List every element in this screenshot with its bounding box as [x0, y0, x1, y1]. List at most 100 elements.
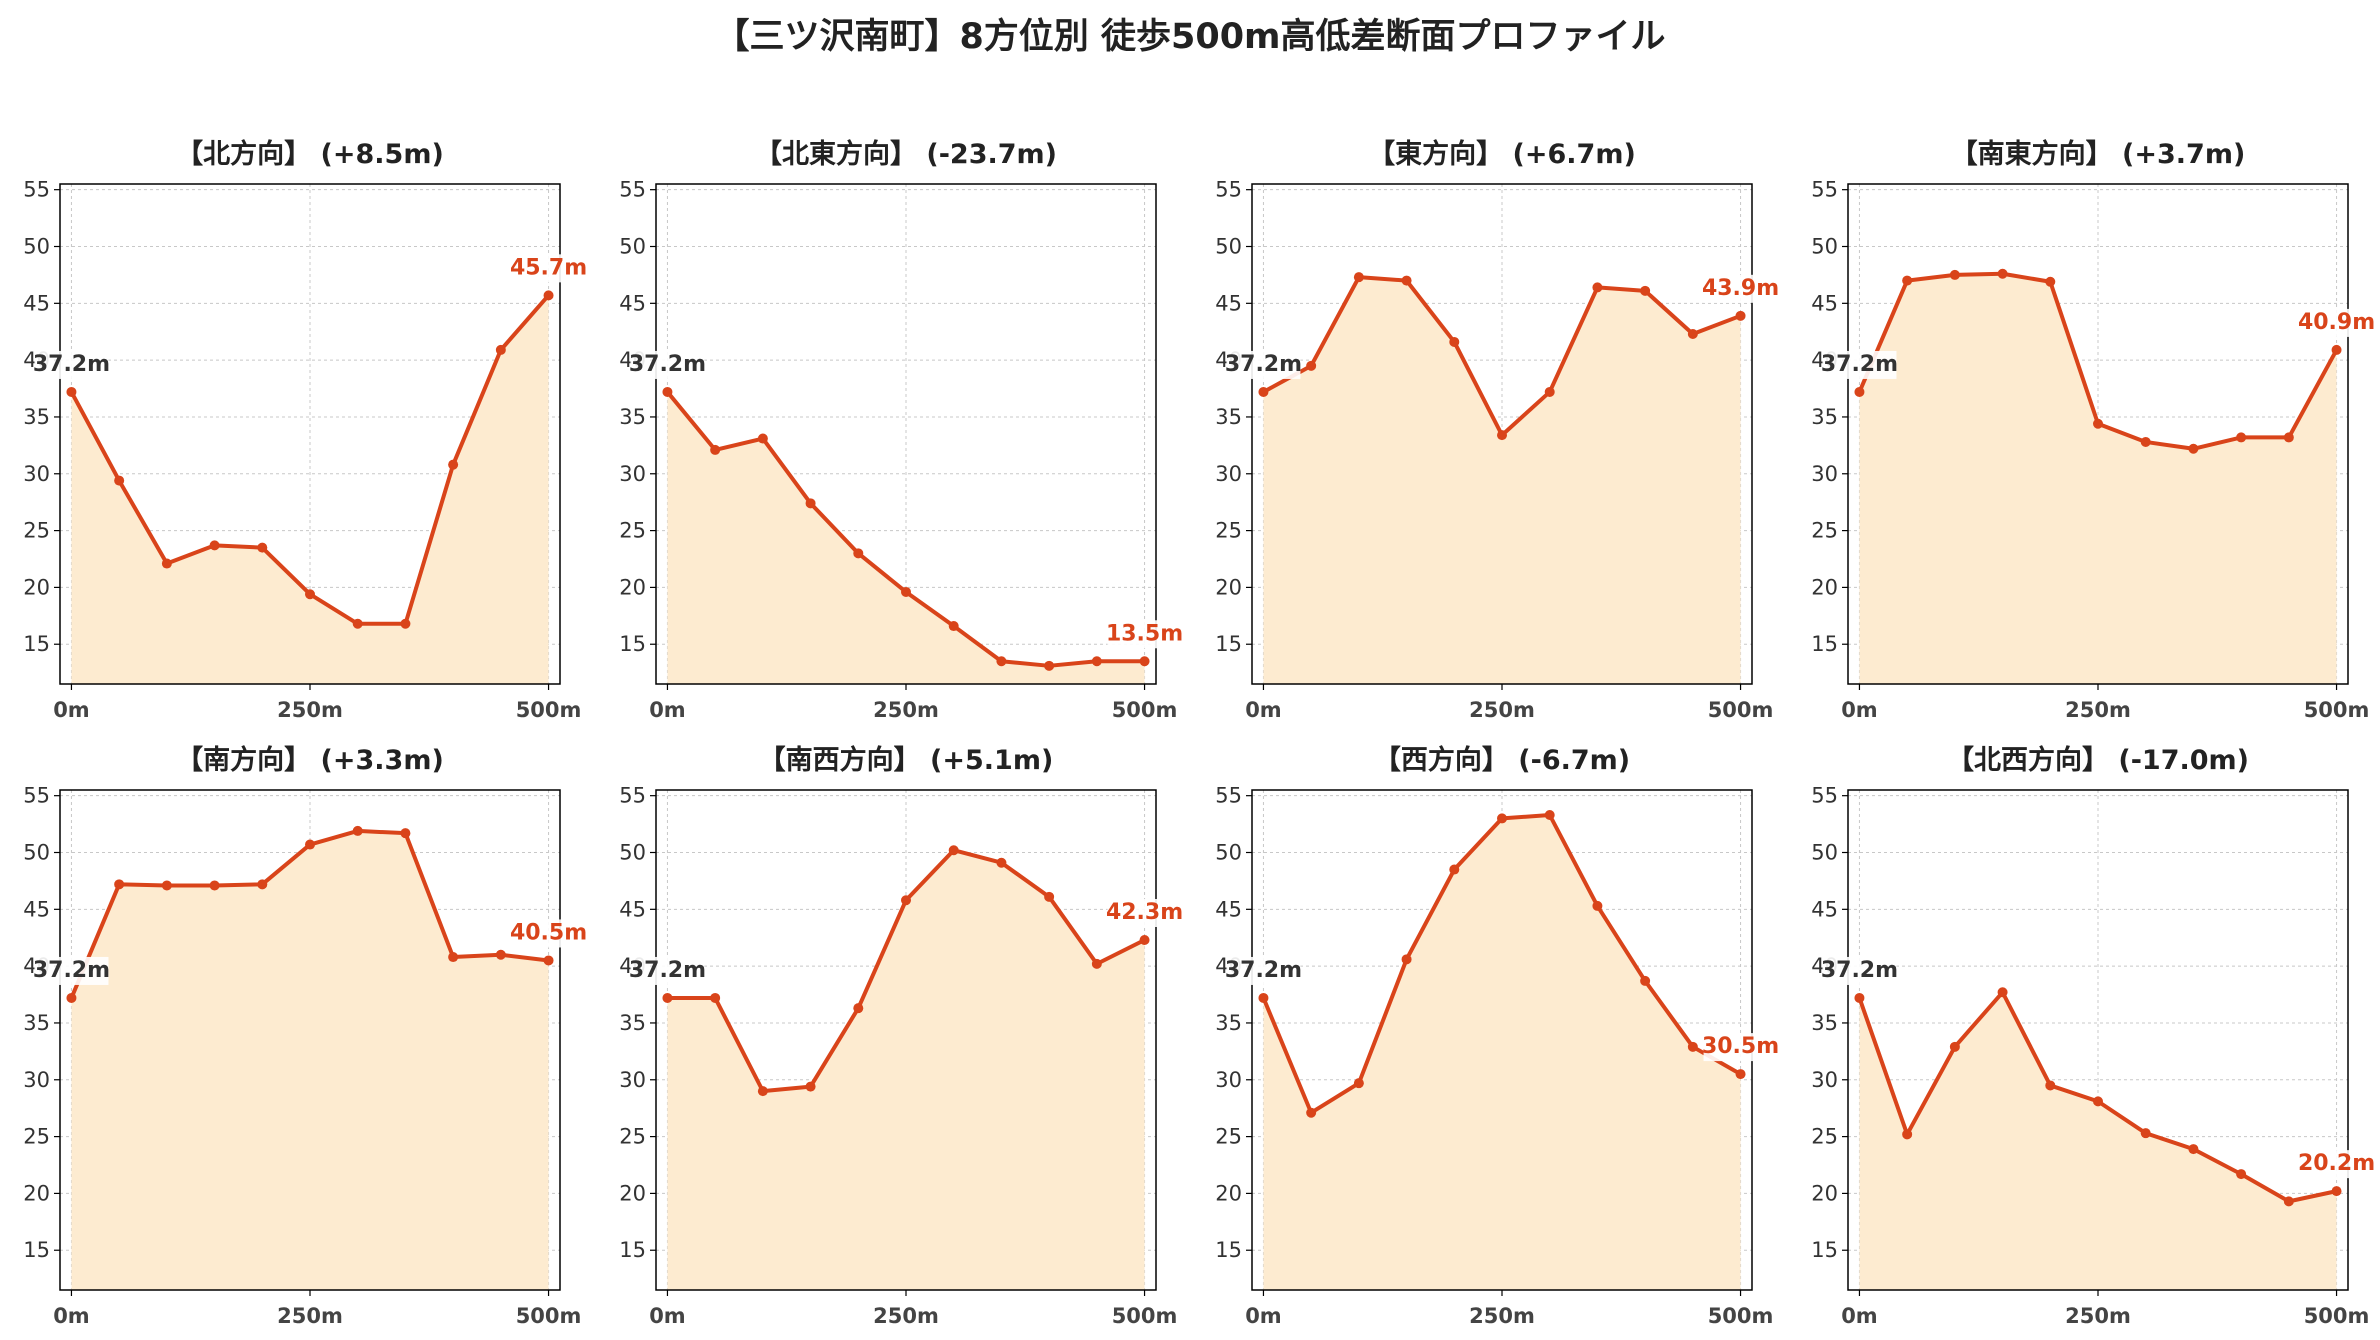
elevation-point — [2236, 1169, 2247, 1180]
elevation-point — [1449, 336, 1460, 347]
elevation-point — [2331, 344, 2342, 355]
y-tick-label: 55 — [1215, 178, 1242, 202]
elevation-area — [1859, 992, 2337, 1290]
elevation-point — [1139, 935, 1150, 945]
start-elevation-label: 37.2m — [1821, 352, 1898, 377]
elevation-point — [400, 618, 411, 629]
elevation-point — [114, 475, 125, 486]
end-label-box — [511, 919, 586, 948]
start-elevation-label: 37.2m — [33, 958, 110, 983]
elevation-point — [805, 498, 816, 509]
start-elevation-label: 37.2m — [629, 352, 706, 377]
elevation-point — [66, 386, 77, 397]
elevation-point — [2045, 1080, 2056, 1091]
x-tick-label: 250m — [873, 698, 939, 722]
elevation-point — [1497, 813, 1507, 824]
end-elevation-label: 13.5m — [1106, 621, 1183, 646]
x-tick-label: 250m — [277, 698, 343, 722]
elevation-point — [1306, 360, 1317, 371]
y-tick-label: 35 — [619, 405, 646, 429]
y-tick-label: 45 — [1215, 897, 1242, 921]
chart-panel: 1520253035404550550m250m500m【北西方向】 (-17.… — [1811, 744, 2375, 1328]
y-tick-label: 45 — [1811, 291, 1838, 315]
elevation-point — [901, 586, 911, 597]
end-elevation-label: 30.5m — [1702, 1034, 1779, 1059]
elevation-point — [662, 992, 673, 1003]
elevation-point — [2140, 436, 2151, 447]
elevation-point — [1687, 329, 1698, 339]
end-label-box — [1703, 1033, 1778, 1062]
elevation-point — [1592, 282, 1603, 293]
y-tick-label: 55 — [1811, 178, 1838, 202]
y-tick-label: 25 — [619, 519, 646, 543]
end-label-box — [1107, 899, 1182, 927]
elevation-point — [1544, 386, 1555, 397]
chart-panel: 1520253035404550550m250m500m【西方向】 (-6.7m… — [1215, 744, 1779, 1328]
start-label-box — [1822, 956, 1897, 985]
start-elevation-label: 37.2m — [33, 352, 110, 377]
end-label-box — [1703, 274, 1778, 303]
x-tick-label: 250m — [873, 1304, 939, 1328]
y-tick-label: 20 — [619, 1181, 646, 1205]
panel-title: 【北東方向】 (-23.7m) — [755, 138, 1057, 170]
panel-title: 【北西方向】 (-17.0m) — [1947, 744, 2249, 776]
elevation-point — [1687, 1041, 1698, 1052]
y-tick-label: 45 — [1811, 897, 1838, 921]
y-tick-label: 50 — [1215, 235, 1242, 259]
y-tick-label: 20 — [1215, 575, 1242, 599]
elevation-area — [1263, 277, 1741, 684]
panel-title: 【南方向】 (+3.3m) — [176, 744, 444, 776]
elevation-point — [757, 1086, 768, 1097]
elevation-point — [543, 290, 554, 301]
elevation-point — [1949, 1041, 1960, 1052]
elevation-point — [2188, 1144, 2199, 1155]
elevation-area — [667, 850, 1145, 1290]
y-tick-label: 30 — [1215, 1068, 1242, 1092]
elevation-point — [1854, 992, 1865, 1003]
start-label-box — [630, 350, 705, 379]
elevation-point — [114, 879, 125, 890]
start-label-box — [34, 956, 109, 985]
x-tick-label: 250m — [1469, 698, 1535, 722]
y-tick-label: 30 — [23, 462, 50, 486]
x-tick-label: 0m — [53, 698, 90, 722]
elevation-point — [1091, 656, 1102, 667]
start-label-box — [1226, 350, 1301, 379]
panel-title: 【北方向】 (+8.5m) — [176, 138, 444, 170]
elevation-point — [996, 656, 1007, 667]
x-tick-label: 500m — [1112, 1304, 1178, 1328]
panel-title: 【南東方向】 (+3.7m) — [1951, 138, 2246, 170]
start-elevation-label: 37.2m — [1821, 958, 1898, 983]
y-tick-label: 15 — [1811, 632, 1838, 656]
y-tick-label: 50 — [619, 235, 646, 259]
start-elevation-label: 37.2m — [629, 958, 706, 983]
start-elevation-label: 37.2m — [1225, 352, 1302, 377]
x-tick-label: 500m — [1112, 698, 1178, 722]
y-tick-label: 45 — [1215, 291, 1242, 315]
elevation-point — [543, 955, 554, 966]
elevation-point — [662, 386, 673, 397]
elevation-point — [2188, 443, 2199, 454]
chart-panel: 1520253035404550550m250m500m【東方向】 (+6.7m… — [1215, 138, 1779, 722]
elevation-point — [161, 558, 172, 569]
y-tick-label: 35 — [23, 1011, 50, 1035]
y-tick-label: 25 — [1215, 1125, 1242, 1149]
elevation-point — [305, 839, 315, 850]
y-tick-label: 50 — [619, 841, 646, 865]
x-tick-label: 0m — [1841, 1304, 1878, 1328]
x-tick-label: 250m — [1469, 1304, 1535, 1328]
elevation-point — [1902, 1129, 1913, 1140]
elevation-point — [1640, 975, 1651, 986]
start-label-box — [630, 956, 705, 985]
elevation-area — [71, 295, 549, 684]
x-tick-label: 0m — [649, 1304, 686, 1328]
elevation-point — [1735, 310, 1746, 321]
elevation-point — [257, 542, 268, 553]
elevation-point — [1592, 900, 1603, 911]
y-tick-label: 15 — [619, 632, 646, 656]
elevation-point — [2045, 276, 2056, 287]
y-tick-label: 30 — [619, 1068, 646, 1092]
y-tick-label: 30 — [1215, 462, 1242, 486]
start-elevation-label: 37.2m — [1225, 958, 1302, 983]
elevation-point — [495, 949, 506, 960]
